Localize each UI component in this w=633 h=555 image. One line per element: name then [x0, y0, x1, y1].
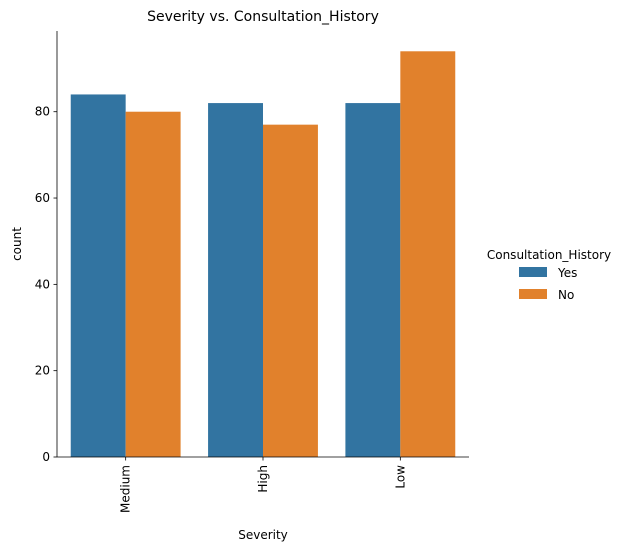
y-tick-label: 80 — [35, 105, 50, 119]
legend-swatch-yes — [519, 267, 547, 277]
x-axis-label: Severity — [238, 528, 288, 542]
y-tick-label: 0 — [42, 450, 50, 464]
legend-label-yes: Yes — [557, 266, 577, 280]
x-tick-label-medium: Medium — [119, 465, 133, 513]
y-axis-label: count — [10, 227, 24, 261]
x-tick-label-low: Low — [393, 465, 407, 489]
bar-medium-yes — [70, 94, 126, 457]
bar-low-yes — [345, 103, 401, 457]
y-tick-label: 40 — [35, 277, 50, 291]
x-axis-ticks: Medium High Low — [119, 457, 407, 513]
bar-medium-no — [125, 111, 181, 458]
x-tick-label-high: High — [256, 465, 270, 493]
legend-swatch-no — [519, 289, 547, 299]
bar-high-yes — [208, 103, 263, 457]
legend-title: Consultation_History — [487, 248, 611, 262]
bar-high-no — [263, 124, 318, 457]
y-tick-label: 60 — [35, 191, 50, 205]
legend-label-no: No — [558, 288, 574, 302]
legend-items: Yes No — [519, 266, 577, 302]
chart-title: Severity vs. Consultation_History — [147, 9, 379, 25]
y-tick-label: 20 — [35, 364, 50, 378]
bar-low-no — [400, 51, 456, 457]
legend: Consultation_History Yes No — [487, 248, 611, 302]
y-axis-ticks: 0 20 40 60 80 — [35, 105, 57, 464]
bars-layer — [70, 51, 456, 458]
